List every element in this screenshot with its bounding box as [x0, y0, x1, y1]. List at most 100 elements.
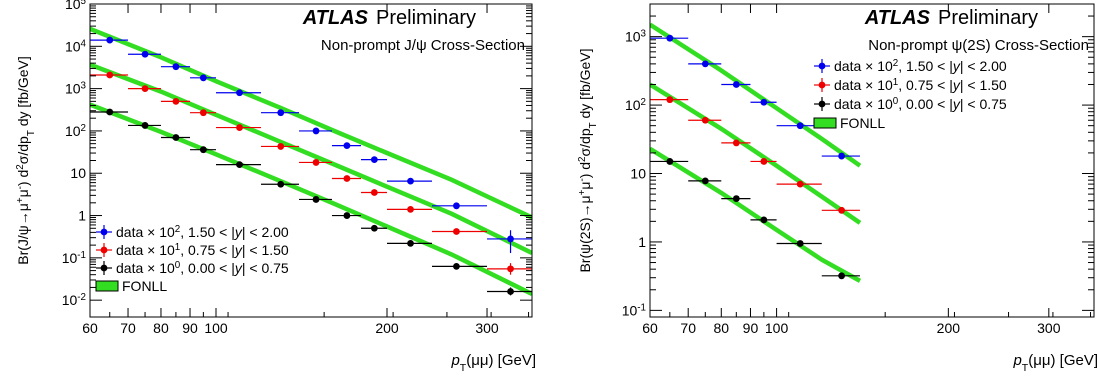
data-point — [487, 230, 532, 254]
data-point — [387, 177, 432, 185]
y-axis-label: Br(J/ψ→μ+μ-) d2σ/dpT dy [fb/GeV] — [15, 56, 37, 265]
x-tick-label: 100 — [204, 320, 228, 336]
x-tick-label: 200 — [375, 320, 399, 336]
data-point — [299, 127, 332, 135]
data-point — [331, 175, 362, 182]
y-tick-label: 10-1 — [622, 302, 646, 319]
x-tick-label: 60 — [642, 320, 658, 336]
marker — [838, 206, 845, 214]
marker — [796, 180, 804, 188]
y-axis: 10-1 1 10 102 103 — [622, 3, 1094, 319]
y-tick-label: 10 — [70, 165, 86, 181]
data-point — [721, 81, 751, 88]
data-point — [331, 142, 362, 149]
fonll-band-2 — [650, 146, 862, 283]
series-2 — [650, 158, 860, 280]
x-tick-label: 200 — [937, 320, 961, 336]
chart-psi2s: 60 70 80 90 100 200 300 10-1 1 10 102 103 ATLAS Preli… — [577, 3, 1098, 374]
fonll-band-2 — [90, 102, 532, 297]
legend-label: data × 100, 0.00 < |y| < 0.75 — [834, 96, 1007, 113]
data-point — [260, 109, 300, 117]
marker — [172, 134, 180, 141]
data-point — [650, 34, 689, 42]
y-tick-label: 102 — [625, 97, 646, 114]
marker — [760, 98, 768, 106]
y-tick-label: 102 — [65, 122, 86, 139]
marker — [796, 122, 804, 130]
y-tick-label: 1 — [638, 234, 646, 250]
legend-entry: data × 100, 0.00 < |y| < 0.75 — [814, 96, 1007, 113]
data-point — [260, 143, 300, 150]
series-0 — [90, 36, 532, 254]
series-1 — [650, 96, 860, 214]
data-point — [431, 262, 488, 270]
legend-marker — [818, 62, 826, 70]
data-point — [361, 156, 388, 164]
data-point — [160, 134, 191, 141]
plot-frame — [649, 3, 1095, 318]
marker — [453, 262, 460, 270]
data-point — [688, 177, 722, 185]
y-tick-label: 103 — [65, 80, 87, 97]
data-point — [431, 228, 488, 235]
fonll-bands — [650, 22, 862, 283]
legend-marker — [818, 100, 826, 108]
marker — [141, 122, 149, 129]
data-point — [90, 71, 129, 79]
marker — [507, 235, 514, 243]
marker — [407, 205, 414, 213]
data-point — [650, 158, 689, 165]
marker — [141, 50, 149, 58]
x-axis-label: pT(μμ) [GeV] — [1012, 352, 1098, 374]
marker — [701, 116, 709, 124]
y-tick-label: 10 — [630, 166, 646, 182]
data-point — [216, 161, 261, 169]
marker — [370, 224, 378, 232]
marker — [838, 152, 845, 160]
data-point — [776, 180, 822, 188]
fonll-band-1 — [90, 62, 532, 256]
marker — [343, 142, 351, 149]
x-axis-label: pT(μμ) [GeV] — [450, 352, 536, 374]
x-tick-label: 80 — [153, 320, 169, 336]
data-point — [190, 146, 217, 154]
chart-title: Non-prompt ψ(2S) Cross-Section — [868, 37, 1089, 54]
data-point — [821, 206, 860, 214]
marker — [277, 109, 285, 117]
chart-jpsi: 60 70 80 90 100 200 300 10-2 10-1 1 10 102 103 104 105… — [15, 0, 537, 374]
data-point — [487, 287, 532, 296]
fonll-band-1 — [650, 82, 862, 225]
marker — [370, 156, 378, 164]
legend-label: data × 101, 0.75 < |y| < 1.50 — [834, 77, 1007, 94]
marker — [236, 89, 243, 97]
legend-marker — [100, 246, 108, 254]
marker — [838, 272, 845, 280]
marker — [732, 81, 740, 88]
x-tick-label: 100 — [765, 320, 789, 336]
data-point — [821, 272, 860, 280]
y-tick-label: 103 — [625, 28, 647, 45]
data-point — [387, 205, 432, 213]
marker — [172, 63, 180, 71]
marker — [106, 71, 114, 79]
legend-entry: FONLL — [95, 278, 167, 294]
data-point — [128, 85, 161, 93]
y-tick-label: 1 — [78, 208, 86, 224]
y-axis: 10-2 10-1 1 10 102 103 104 105 — [62, 0, 532, 308]
y-tick-label: 104 — [65, 38, 87, 55]
marker — [507, 265, 514, 273]
y-tick-label: 10-2 — [62, 292, 86, 309]
series-0 — [650, 34, 860, 160]
legend-entry: data × 100, 0.00 < |y| < 0.75 — [96, 260, 289, 277]
legend-label: data × 100, 0.00 < |y| < 0.75 — [116, 260, 289, 277]
marker — [701, 60, 709, 68]
marker — [199, 74, 207, 82]
y-tick-label: 105 — [65, 0, 87, 12]
data-point — [128, 122, 161, 129]
x-axis: 60 70 80 90 100 200 300 — [82, 4, 530, 336]
marker — [106, 36, 114, 44]
data-point — [361, 224, 388, 232]
data-point — [190, 109, 217, 117]
